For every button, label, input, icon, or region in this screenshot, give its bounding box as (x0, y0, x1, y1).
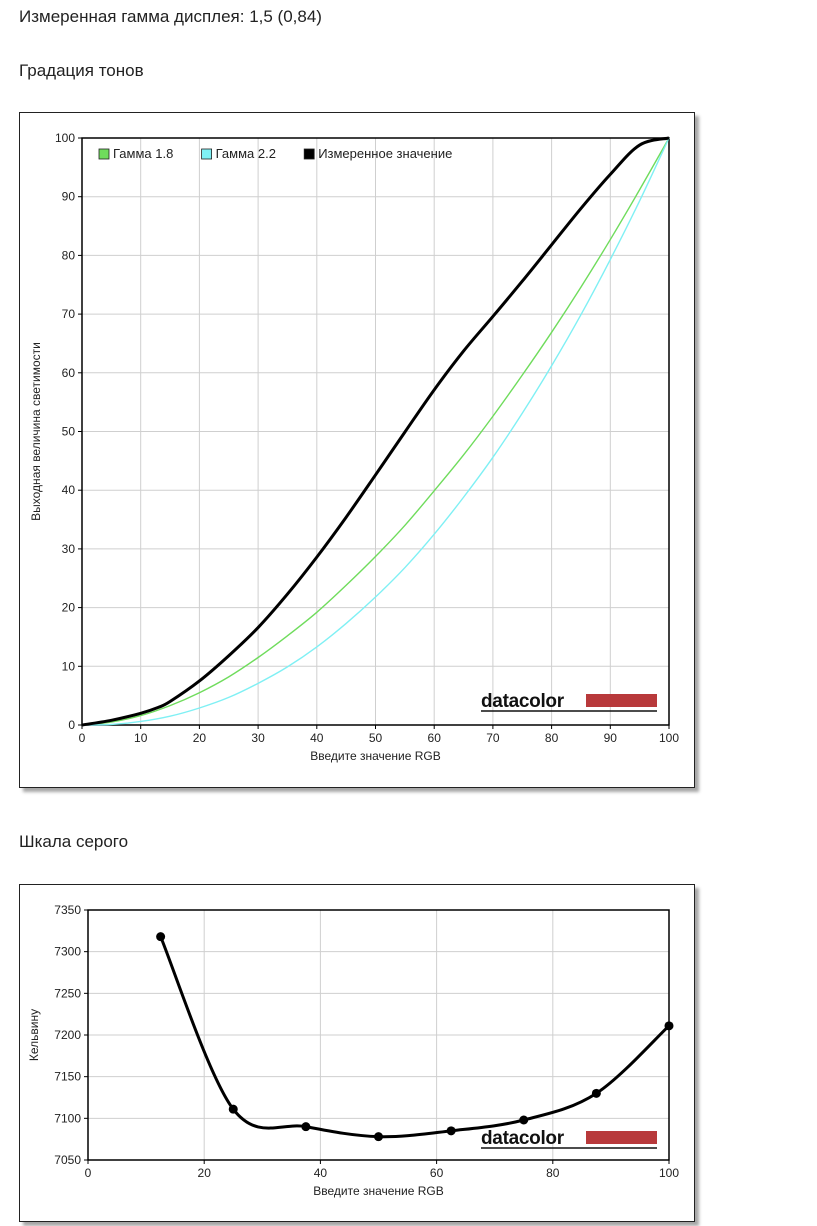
datacolor-logo-text: datacolor (481, 691, 565, 712)
y-tick-label: 10 (62, 659, 76, 673)
data-point (374, 1132, 383, 1142)
legend-item: Гамма 2.2 (201, 146, 276, 161)
legend-label: Гамма 1.8 (113, 146, 173, 161)
x-tick-label: 40 (314, 1166, 328, 1180)
datacolor-logo: datacolor (481, 1128, 657, 1149)
x-tick-label: 0 (79, 731, 86, 745)
grayscale-chart: 0 20 40 60 80 100 7050 7100 7150 7200 7250 7300 7350… (27, 903, 679, 1198)
y-tick-label: 0 (68, 718, 75, 732)
x-tick-label: 60 (430, 1166, 444, 1180)
x-tick-label: 100 (659, 1166, 679, 1180)
tone-gradation-chart: 0 10 20 30 40 50 60 70 80 90 100 0 10 20 30 40 50 60 70 80 9… (29, 131, 679, 763)
y-tick-label: 7100 (54, 1111, 81, 1125)
legend-label: Гамма 2.2 (216, 146, 276, 161)
data-point (156, 932, 166, 942)
data-point (519, 1115, 529, 1125)
y-tick-label: 7350 (54, 903, 81, 917)
x-tick-label: 20 (193, 731, 207, 745)
plot-frame (87, 909, 670, 1161)
datacolor-logo-bar (586, 1131, 657, 1144)
y-tick-label: 7200 (54, 1028, 81, 1042)
series-line-3 (81, 136, 670, 727)
y-tick-label: 7150 (54, 1070, 81, 1084)
x-axis-label: Введите значение RGB (313, 1184, 444, 1198)
y-axis-label: Кельвину (27, 1009, 41, 1061)
y-tick-label: 70 (62, 307, 76, 321)
datacolor-logo-bar (586, 694, 657, 707)
legend-swatch (98, 148, 110, 160)
y-tick-label: 7050 (54, 1153, 81, 1167)
y-tick-label: 60 (62, 366, 76, 380)
tone-chart-panel: 0 10 20 30 40 50 60 70 80 90 100 0 10 20 30 40 50 60 70 80 9… (19, 112, 695, 788)
y-tick-label: 100 (55, 131, 75, 145)
legend-label: Измеренное значение (318, 146, 452, 161)
legend-swatch (201, 148, 213, 160)
y-axis-label: Выходная величина светимости (29, 342, 43, 521)
x-tick-label: 100 (659, 731, 679, 745)
y-tick-label: 7300 (54, 945, 81, 959)
data-point (446, 1126, 456, 1136)
x-tick-label: 90 (604, 731, 618, 745)
x-tick-label: 80 (545, 731, 559, 745)
x-axis-label: Введите значение RGB (310, 749, 441, 763)
y-tick-label: 90 (62, 190, 76, 204)
measured-gamma-text: Измеренная гамма дисплея: 1,5 (0,84) (19, 7, 322, 26)
data-point (228, 1104, 238, 1114)
datacolor-logo-text: datacolor (481, 1128, 565, 1149)
tone-gradation-title: Градация тонов (19, 61, 144, 80)
series-line-2 (81, 137, 670, 726)
x-tick-label: 50 (369, 731, 383, 745)
grayscale-title: Шкала серого (19, 832, 129, 851)
data-point (301, 1122, 311, 1132)
legend-item: Измеренное значение (303, 146, 452, 161)
x-tick-label: 40 (310, 731, 324, 745)
x-tick-label: 30 (251, 731, 265, 745)
legend-swatch (303, 148, 315, 160)
x-tick-label: 0 (85, 1166, 92, 1180)
data-point (664, 1021, 674, 1031)
data-point (591, 1088, 601, 1098)
y-tick-label: 20 (62, 601, 76, 615)
y-tick-label: 30 (62, 542, 76, 556)
y-tick-label: 7250 (54, 986, 81, 1000)
x-tick-label: 10 (134, 731, 148, 745)
y-tick-label: 40 (62, 483, 76, 497)
legend-item: Гамма 1.8 (98, 146, 173, 161)
plot-frame (81, 137, 670, 726)
x-tick-label: 20 (198, 1166, 212, 1180)
y-tick-label: 80 (62, 248, 76, 262)
x-tick-label: 80 (546, 1166, 560, 1180)
y-tick-label: 50 (62, 425, 76, 439)
x-tick-label: 60 (428, 731, 442, 745)
series-line-1 (159, 936, 671, 1139)
datacolor-logo: datacolor (481, 691, 657, 712)
series-line-1 (81, 137, 670, 726)
grayscale-chart-panel: 0 20 40 60 80 100 7050 7100 7150 7200 7250 7300 7350… (19, 884, 695, 1222)
x-tick-label: 70 (486, 731, 500, 745)
